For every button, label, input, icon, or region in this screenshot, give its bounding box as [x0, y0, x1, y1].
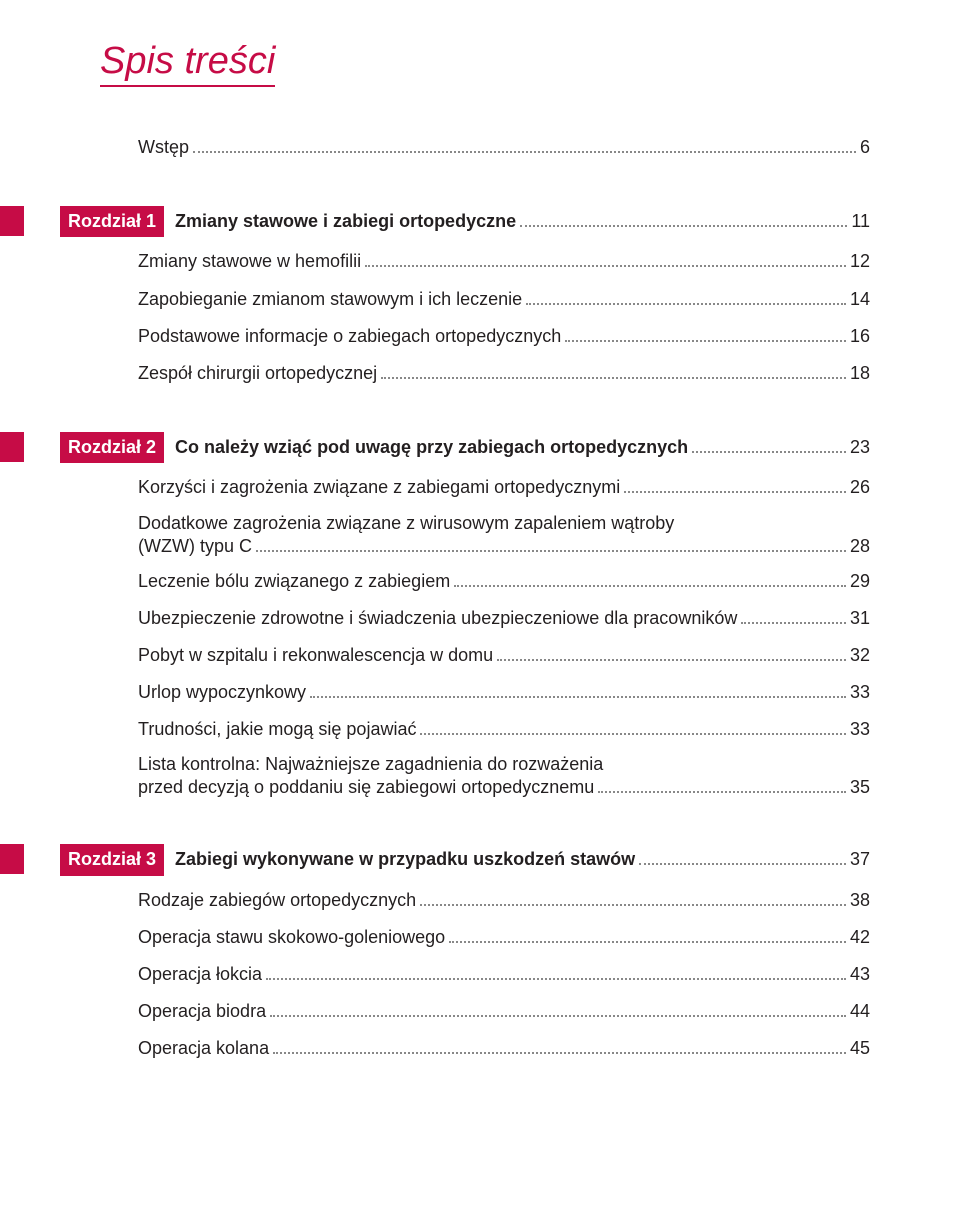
toc-entry: Zmiany stawowe w hemofilii 12 [100, 249, 870, 274]
toc-entry-label: Podstawowe informacje o zabiegach ortope… [138, 324, 561, 349]
toc-chapter: Rozdział 1 Zmiany stawowe i zabiegi orto… [60, 206, 870, 237]
leader-dots [449, 941, 846, 943]
chapter-tab [0, 432, 24, 462]
leader-dots [310, 696, 846, 698]
leader-dots [454, 585, 846, 587]
leader-dots [365, 265, 846, 267]
toc-entry: Podstawowe informacje o zabiegach ortope… [100, 324, 870, 349]
toc-entry-label: przed decyzją o poddaniu się zabiegowi o… [138, 777, 594, 798]
leader-dots [266, 978, 846, 980]
leader-dots [270, 1015, 846, 1017]
toc-entry-label: Ubezpieczenie zdrowotne i świadczenia ub… [138, 606, 737, 631]
toc-entry: Zespół chirurgii ortopedycznej 18 [100, 361, 870, 386]
toc-page: 29 [850, 569, 870, 594]
toc-chapter-label: Rozdział 2 Co należy wziąć pod uwagę prz… [60, 432, 688, 463]
leader-dots [598, 791, 846, 793]
toc-entry-label: Rodzaje zabiegów ortopedycznych [138, 888, 416, 913]
toc-entry-line2: (WZW) typu C 28 [138, 536, 870, 557]
toc-title: Spis treści [100, 40, 275, 87]
toc-page: 32 [850, 643, 870, 668]
leader-dots [256, 550, 846, 552]
toc-page: 35 [850, 777, 870, 798]
toc-entry-label: Zmiany stawowe w hemofilii [138, 249, 361, 274]
toc-page: 6 [860, 135, 870, 160]
toc-list: Wstęp6Rozdział 1 Zmiany stawowe i zabieg… [100, 135, 870, 1062]
toc-page: 11 [851, 209, 870, 234]
toc-entry-label: Leczenie bólu związanego z zabiegiem [138, 569, 450, 594]
toc-page: 43 [850, 962, 870, 987]
leader-dots [741, 622, 846, 624]
toc-entry: Operacja łokcia 43 [100, 962, 870, 987]
toc-entry: Pobyt w szpitalu i rekonwalescencja w do… [100, 643, 870, 668]
toc-chapter: Rozdział 2 Co należy wziąć pod uwagę prz… [60, 432, 870, 463]
toc-entry-line1: Lista kontrolna: Najważniejsze zagadnien… [138, 754, 870, 775]
chapter-badge: Rozdział 2 [60, 432, 164, 463]
toc-page: 33 [850, 680, 870, 705]
leader-dots [639, 863, 846, 865]
toc-entry-multiline: Dodatkowe zagrożenia związane z wirusowy… [100, 513, 870, 557]
toc-entry-label: Operacja biodra [138, 999, 266, 1024]
toc-entry-label: Operacja łokcia [138, 962, 262, 987]
leader-dots [520, 225, 847, 227]
toc-entry: Urlop wypoczynkowy 33 [100, 680, 870, 705]
leader-dots [624, 491, 846, 493]
chapter-tab [0, 206, 24, 236]
chapter-badge: Rozdział 1 [60, 206, 164, 237]
toc-page: 14 [850, 287, 870, 312]
toc-entry-label: Wstęp [138, 135, 189, 160]
toc-page: 18 [850, 361, 870, 386]
leader-dots [193, 151, 856, 153]
toc-page: 16 [850, 324, 870, 349]
toc-entry: Zapobieganie zmianom stawowym i ich lecz… [100, 287, 870, 312]
toc-page: 26 [850, 475, 870, 500]
toc-entry: Operacja stawu skokowo-goleniowego 42 [100, 925, 870, 950]
toc-entry-label: Pobyt w szpitalu i rekonwalescencja w do… [138, 643, 493, 668]
toc-page: 44 [850, 999, 870, 1024]
chapter-title: Zmiany stawowe i zabiegi ortopedyczne [170, 211, 516, 231]
toc-entry-label: Operacja stawu skokowo-goleniowego [138, 925, 445, 950]
toc-page: 23 [850, 435, 870, 460]
leader-dots [273, 1052, 846, 1054]
toc-entry: Operacja biodra 44 [100, 999, 870, 1024]
leader-dots [420, 904, 846, 906]
toc-entry: Leczenie bólu związanego z zabiegiem 29 [100, 569, 870, 594]
toc-entry: Wstęp 6 [100, 135, 870, 160]
toc-chapter-label: Rozdział 3 Zabiegi wykonywane w przypadk… [60, 844, 635, 875]
chapter-tab [0, 844, 24, 874]
toc-entry: Korzyści i zagrożenia związane z zabiega… [100, 475, 870, 500]
toc-entry-multiline: Lista kontrolna: Najważniejsze zagadnien… [100, 754, 870, 798]
leader-dots [381, 377, 846, 379]
toc-page: 42 [850, 925, 870, 950]
toc-entry-label: Urlop wypoczynkowy [138, 680, 306, 705]
toc-page: 28 [850, 536, 870, 557]
toc-entry-line1: Dodatkowe zagrożenia związane z wirusowy… [138, 513, 870, 534]
toc-entry-line2: przed decyzją o poddaniu się zabiegowi o… [138, 777, 870, 798]
toc-chapter-label: Rozdział 1 Zmiany stawowe i zabiegi orto… [60, 206, 516, 237]
toc-entry: Operacja kolana 45 [100, 1036, 870, 1061]
toc-entry: Ubezpieczenie zdrowotne i świadczenia ub… [100, 606, 870, 631]
leader-dots [420, 733, 846, 735]
toc-entry-label: Zapobieganie zmianom stawowym i ich lecz… [138, 287, 522, 312]
chapter-title: Zabiegi wykonywane w przypadku uszkodzeń… [170, 849, 635, 869]
toc-page: 37 [850, 847, 870, 872]
toc-entry-label: Trudności, jakie mogą się pojawiać [138, 717, 416, 742]
toc-page: 31 [850, 606, 870, 631]
chapter-badge: Rozdział 3 [60, 844, 164, 875]
toc-entry: Rodzaje zabiegów ortopedycznych 38 [100, 888, 870, 913]
leader-dots [692, 451, 846, 453]
toc-entry-label: Operacja kolana [138, 1036, 269, 1061]
toc-entry-label: Zespół chirurgii ortopedycznej [138, 361, 377, 386]
chapter-title: Co należy wziąć pod uwagę przy zabiegach… [170, 437, 688, 457]
toc-page: 45 [850, 1036, 870, 1061]
leader-dots [565, 340, 846, 342]
toc-page: 33 [850, 717, 870, 742]
toc-page: 38 [850, 888, 870, 913]
leader-dots [526, 303, 846, 305]
toc-entry-label: (WZW) typu C [138, 536, 252, 557]
leader-dots [497, 659, 846, 661]
toc-entry-label: Korzyści i zagrożenia związane z zabiega… [138, 475, 620, 500]
toc-page: 12 [850, 249, 870, 274]
toc-entry: Trudności, jakie mogą się pojawiać 33 [100, 717, 870, 742]
toc-chapter: Rozdział 3 Zabiegi wykonywane w przypadk… [60, 844, 870, 875]
